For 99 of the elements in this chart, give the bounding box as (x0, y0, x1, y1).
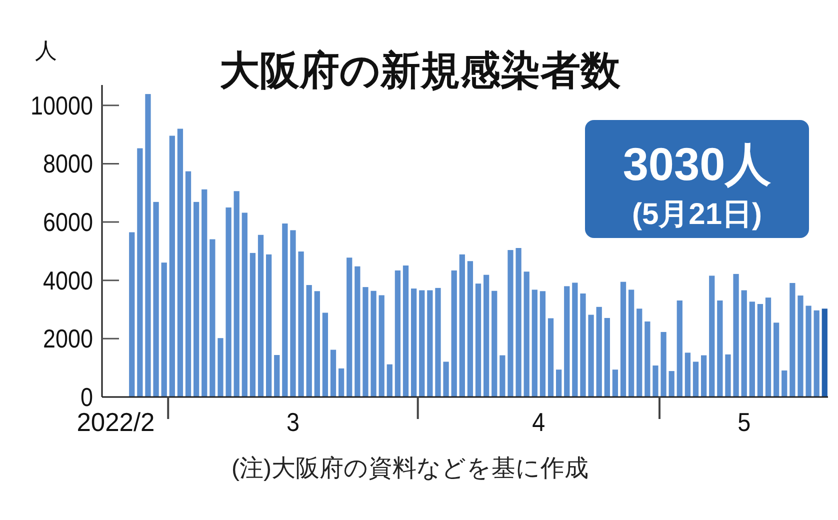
bar (193, 202, 200, 397)
bar (548, 318, 554, 397)
text: (注)大阪府の資料などを基に作成 (232, 455, 588, 482)
bar (370, 290, 376, 397)
bar (161, 262, 167, 397)
bar (467, 261, 474, 397)
bar (684, 352, 691, 397)
bar (427, 290, 433, 397)
bar (322, 312, 328, 397)
bar (717, 300, 723, 397)
bar (749, 302, 755, 397)
bar (532, 290, 538, 397)
bar (234, 191, 240, 397)
bar (741, 290, 747, 397)
bar (564, 286, 570, 397)
bar (443, 362, 449, 397)
bar (540, 291, 546, 397)
bar (451, 270, 457, 397)
bar (725, 354, 731, 397)
bar (676, 300, 682, 397)
bar (475, 284, 482, 397)
bar (153, 202, 159, 397)
bar (692, 362, 699, 397)
bar (822, 308, 828, 397)
bar (500, 355, 506, 397)
bar (572, 282, 578, 397)
bar (435, 288, 441, 397)
bar (790, 282, 796, 397)
bar (386, 364, 392, 397)
bar (274, 355, 280, 397)
bar (137, 148, 143, 397)
bar (354, 266, 360, 397)
bar (218, 338, 224, 397)
bar (765, 298, 772, 397)
bar (250, 252, 256, 397)
bar (773, 322, 780, 397)
bar (700, 355, 707, 397)
bar (668, 371, 674, 397)
bar (524, 272, 530, 397)
bar (282, 224, 288, 397)
bar (492, 290, 498, 397)
bar (346, 258, 352, 397)
bar (644, 321, 650, 397)
x-tick-label: 4 (532, 407, 547, 437)
bar (314, 291, 320, 397)
bar (508, 250, 514, 397)
bar (185, 171, 192, 397)
bar (516, 248, 522, 397)
bar (242, 212, 248, 397)
bar (814, 310, 820, 397)
chart-title: 大阪府の新規感染者数 (220, 49, 622, 93)
y-tick-label: 8000 (43, 148, 101, 179)
y-tick-label: 10000 (30, 90, 103, 120)
bar (483, 274, 490, 397)
annotation: 3030人 (5月21日) (622, 138, 772, 231)
bar (596, 306, 602, 397)
y-tick-label: 4000 (43, 265, 101, 296)
bar (782, 370, 788, 397)
bar (330, 350, 336, 397)
bar (580, 293, 586, 397)
bar (210, 239, 216, 397)
bar (588, 314, 594, 397)
bar (362, 287, 368, 397)
bar (298, 251, 304, 397)
bar (378, 295, 384, 397)
bar (628, 290, 634, 397)
bar (306, 285, 312, 397)
bar (410, 288, 417, 397)
bar (757, 304, 764, 397)
bar (459, 254, 465, 397)
bar (177, 128, 184, 397)
y-tick-label: 2000 (43, 324, 101, 354)
bar (652, 366, 658, 397)
bar (419, 290, 425, 397)
y-axis-title: 人 (35, 38, 57, 63)
bar (612, 370, 618, 397)
x-tick-label: 5 (738, 407, 752, 437)
bar (556, 370, 562, 397)
y-tick-label: 6000 (43, 207, 101, 238)
bar (226, 207, 232, 397)
bar (202, 189, 208, 397)
bar (169, 136, 175, 397)
bar (709, 276, 715, 397)
bar (258, 234, 264, 397)
x-tick-label: 3 (286, 407, 301, 437)
bar (660, 332, 666, 397)
bar (798, 296, 804, 397)
bar (394, 270, 401, 397)
bar (402, 265, 409, 397)
bar (604, 318, 610, 397)
bar (129, 232, 135, 397)
bar (338, 368, 344, 397)
bar (266, 254, 272, 397)
bar (290, 230, 296, 397)
bar (806, 306, 812, 397)
bar (620, 282, 626, 397)
bar (636, 308, 642, 397)
bar (733, 274, 739, 397)
bar (145, 94, 151, 397)
